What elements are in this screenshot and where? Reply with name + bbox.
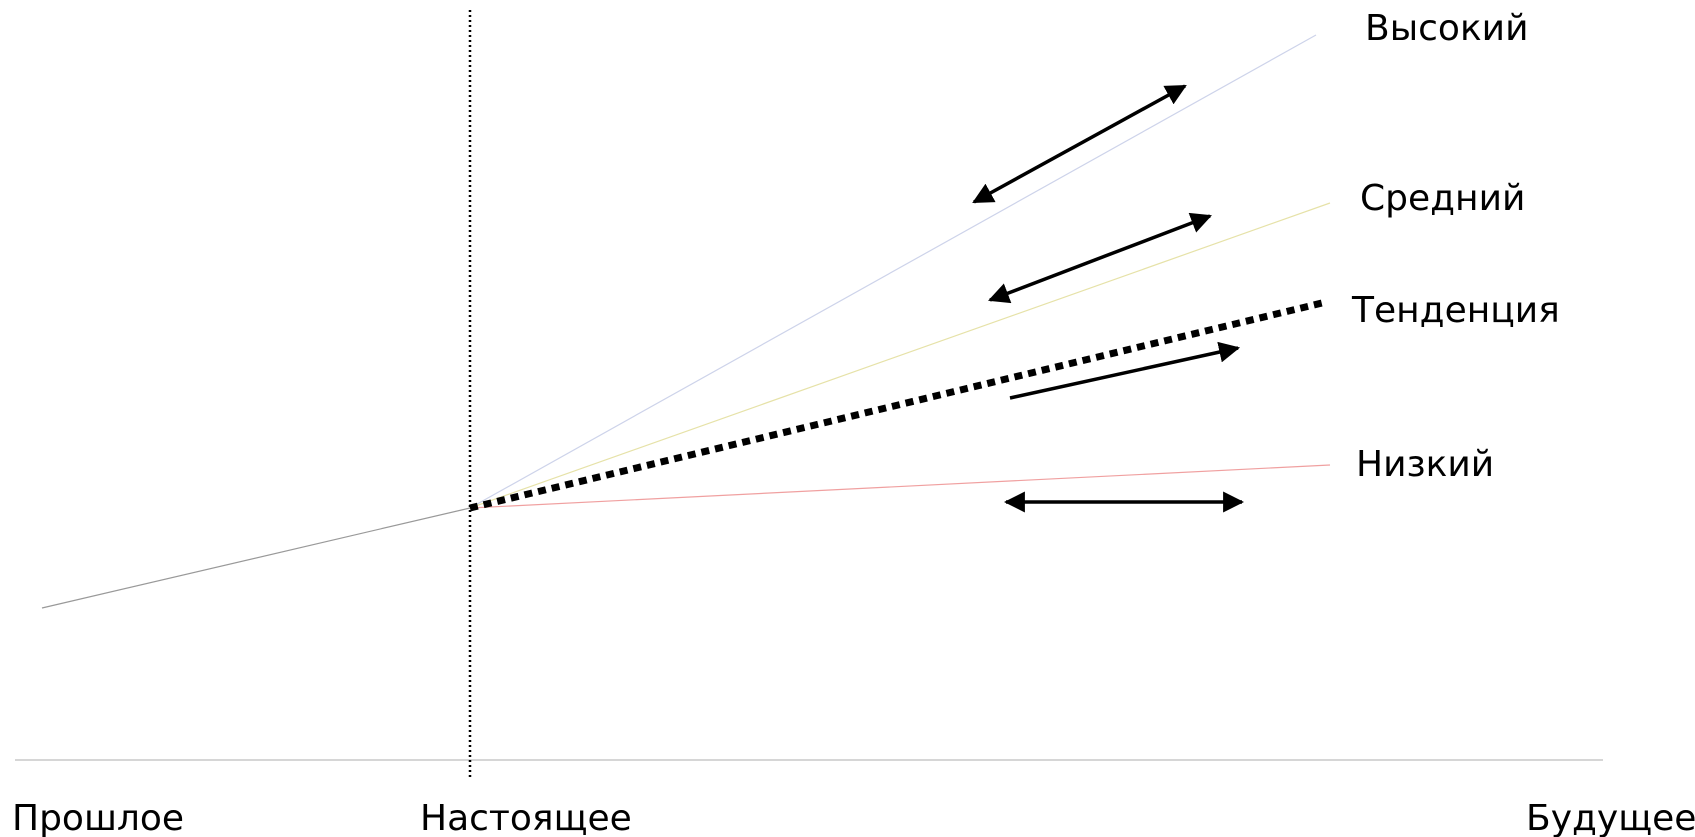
history-line: [41, 507, 471, 609]
low-label: Низкий: [1356, 444, 1494, 485]
present-label: Настоящее: [420, 798, 632, 837]
medium-range-arrow: [988, 212, 1212, 304]
low-scenario-line: [469, 464, 1331, 509]
future-label: Будущее: [1526, 798, 1695, 837]
trend-label: Тенденция: [1351, 290, 1560, 331]
past-label: Прошлое: [12, 798, 184, 837]
high-range-arrow: [972, 84, 1187, 204]
trend-direction-arrow: [1009, 341, 1241, 400]
medium-label: Средний: [1360, 178, 1525, 219]
high-scenario-line: [469, 34, 1317, 509]
trend-line: [469, 299, 1323, 512]
high-label: Высокий: [1365, 8, 1528, 49]
